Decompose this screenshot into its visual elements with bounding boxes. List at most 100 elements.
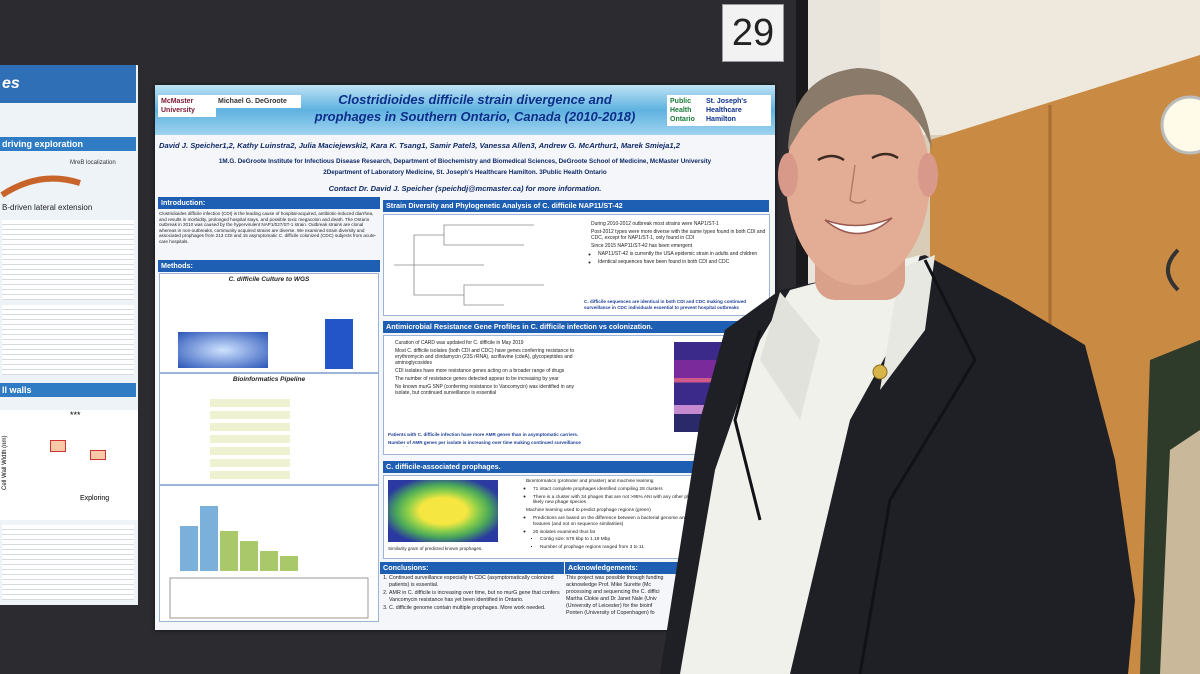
left-poster-heading: ll walls (0, 383, 136, 397)
methods-figure: C. difficile Culture to WGS (159, 273, 379, 373)
bullet: Most C. difficile isolates (both CDI and… (395, 348, 588, 366)
section-heading: C. difficile-associated prophages. (383, 461, 769, 473)
bar-figure (169, 506, 369, 619)
contact: Contact Dr. David J. Speicher (speichdj@… (328, 184, 602, 193)
wall-lamp (1160, 95, 1200, 155)
sequencer-photo (325, 319, 353, 369)
box (90, 450, 106, 460)
bullet: Since 2015 NAP11/ST-42 has been emergent (591, 243, 766, 249)
left-figure (0, 175, 81, 198)
ack-line: Ponten (University of Copenhagen) fo (566, 610, 655, 616)
bullet: During 2010-2012 outbreak most strains w… (591, 221, 766, 227)
ear (778, 153, 798, 197)
poster: McMaster University Michael G. DeGroote … (155, 85, 775, 630)
flowchart (210, 399, 290, 479)
bullet: Predictions are based on the difference … (533, 516, 765, 528)
smile (824, 217, 893, 235)
bullet: Bioinformatics (profinder and phaster) a… (526, 479, 765, 485)
bullet: There is a cluster with 34 phages that a… (533, 495, 765, 507)
bar-graphic (180, 526, 198, 571)
strain-panel: During 2010-2012 outbreak most strains w… (383, 214, 770, 316)
chart-figure (159, 485, 379, 622)
ceiling (880, 0, 1200, 135)
section-heading: Conclusions: (380, 562, 564, 574)
bullet: No known murG SNP (conferring resistance… (395, 384, 588, 396)
lapel (733, 329, 762, 521)
prophage-bullets: Bioinformatics (profinder and phaster) a… (519, 479, 765, 557)
left-poster-title: es (0, 65, 136, 103)
bullet: 71 intact complete prophages identified … (533, 487, 765, 493)
lapel (858, 259, 977, 674)
poster-header: McMaster University Michael G. DeGroote … (155, 85, 775, 135)
eyes (817, 152, 899, 162)
bullet-list: During 2010-2012 outbreak most strains w… (584, 221, 766, 265)
section-heading: Antimicrobial Resistance Gene Profiles i… (383, 321, 769, 333)
conclusion: C. difficile genome contain multiple pro… (389, 605, 562, 612)
bullet: 20 isolates examined thus far (533, 530, 765, 536)
section-heading: Methods: (158, 260, 380, 272)
figure-label: MreB localization (70, 160, 116, 166)
bar-graphic (240, 541, 258, 571)
logo: Michael G. DeGroote (215, 95, 301, 108)
caption: Similarity gram of predicted known proph… (388, 546, 483, 551)
bar-graphic (280, 556, 298, 571)
hair (788, 68, 932, 150)
bullet-list: NAP11/ST-42 is currently the USA epidemi… (591, 251, 766, 265)
bar-graphic (220, 531, 238, 571)
tree-branches (394, 224, 544, 306)
poster-title: Clostridioides difficile strain divergen… (305, 91, 645, 125)
group-label: Exploring (80, 495, 110, 502)
ack-line: acknowledge Prof. Mike Surette (Mc (566, 582, 652, 588)
lapel-pin (872, 364, 888, 380)
amr-bullets: Curation of CARD was updated for C. diff… (388, 340, 588, 430)
bullet: Curation of CARD was updated for C. diff… (395, 340, 588, 346)
left-poster-heading: B-driven lateral extension (2, 203, 93, 212)
bullet-list: Curation of CARD was updated for C. diff… (388, 340, 588, 396)
conclusions: Continued surveillance especially in CDC… (380, 575, 562, 627)
hanging-scarf (1160, 430, 1200, 674)
section-heading: Introduction: (158, 197, 380, 209)
significance-mark: *** (70, 410, 81, 420)
phylogenetic-tree (394, 224, 544, 306)
bullet: Identical sequences have been found in b… (598, 259, 766, 265)
bullet-list: Contig size: 578 kbp to 1.19 Mbp Number … (533, 537, 765, 551)
subheading: Bioinformatics Pipeline (232, 376, 306, 383)
title-line: Clostridioides difficile strain divergen… (338, 92, 612, 107)
boxplot-figure: Cell Wall Width (nm) *** Exploring (0, 410, 138, 520)
amr-note: Number of AMR genes per isolate is incre… (388, 440, 581, 447)
left-poster: es driving exploration MreB localization… (0, 65, 138, 605)
strain-bullets: During 2010-2012 outbreak most strains w… (584, 221, 766, 296)
similarity-gram (388, 480, 498, 542)
conclusion: Continued surveillance especially in CDC… (389, 575, 562, 588)
acknowledgements: This project was possible through fundin… (566, 575, 766, 627)
shirt-collar (760, 292, 820, 420)
hypha-drawing (0, 175, 81, 198)
logo: McMaster University (158, 95, 216, 117)
text-block (2, 525, 134, 600)
shirt (680, 255, 920, 674)
culture-photo (178, 332, 268, 368)
affiliation: 1M.G. DeGroote Institute for Infectious … (218, 158, 712, 165)
strain-note: C. difficile sequences are identical in … (584, 299, 747, 310)
affiliation: 2Department of Laboratory Medicine, St. … (323, 169, 607, 176)
subheading: C. difficile Culture to WGS (228, 276, 310, 283)
bullet: The number of resistance genes detected … (395, 376, 588, 382)
coat-hook (1166, 248, 1180, 292)
logo: St. Joseph's Healthcare Hamilton (703, 95, 771, 126)
bullet: Machine learning used to predict prophag… (526, 508, 765, 514)
ack-line: processing and sequencing the C. diffici (566, 589, 660, 595)
ear (918, 153, 938, 197)
authors: David J. Speicher1,2, Kathy Luinstra2, J… (159, 141, 680, 150)
board-number: 29 (722, 4, 784, 62)
ack-line: Martha Clokie and Dr Janet Nale (Univ (566, 596, 657, 602)
table-graphic (169, 577, 369, 619)
bullet-list: Predictions are based on the difference … (526, 516, 765, 551)
bullet: CDI isolates have more resistance genes … (395, 368, 588, 374)
bullet: NAP11/ST-42 is currently the USA epidemi… (598, 251, 766, 257)
section-heading: Strain Diversity and Phylogenetic Analys… (383, 200, 769, 212)
title-line: prophages in Southern Ontario, Canada (2… (314, 109, 636, 124)
amr-note: Patients with C. difficile infection hav… (388, 432, 579, 437)
text-block (2, 305, 134, 375)
